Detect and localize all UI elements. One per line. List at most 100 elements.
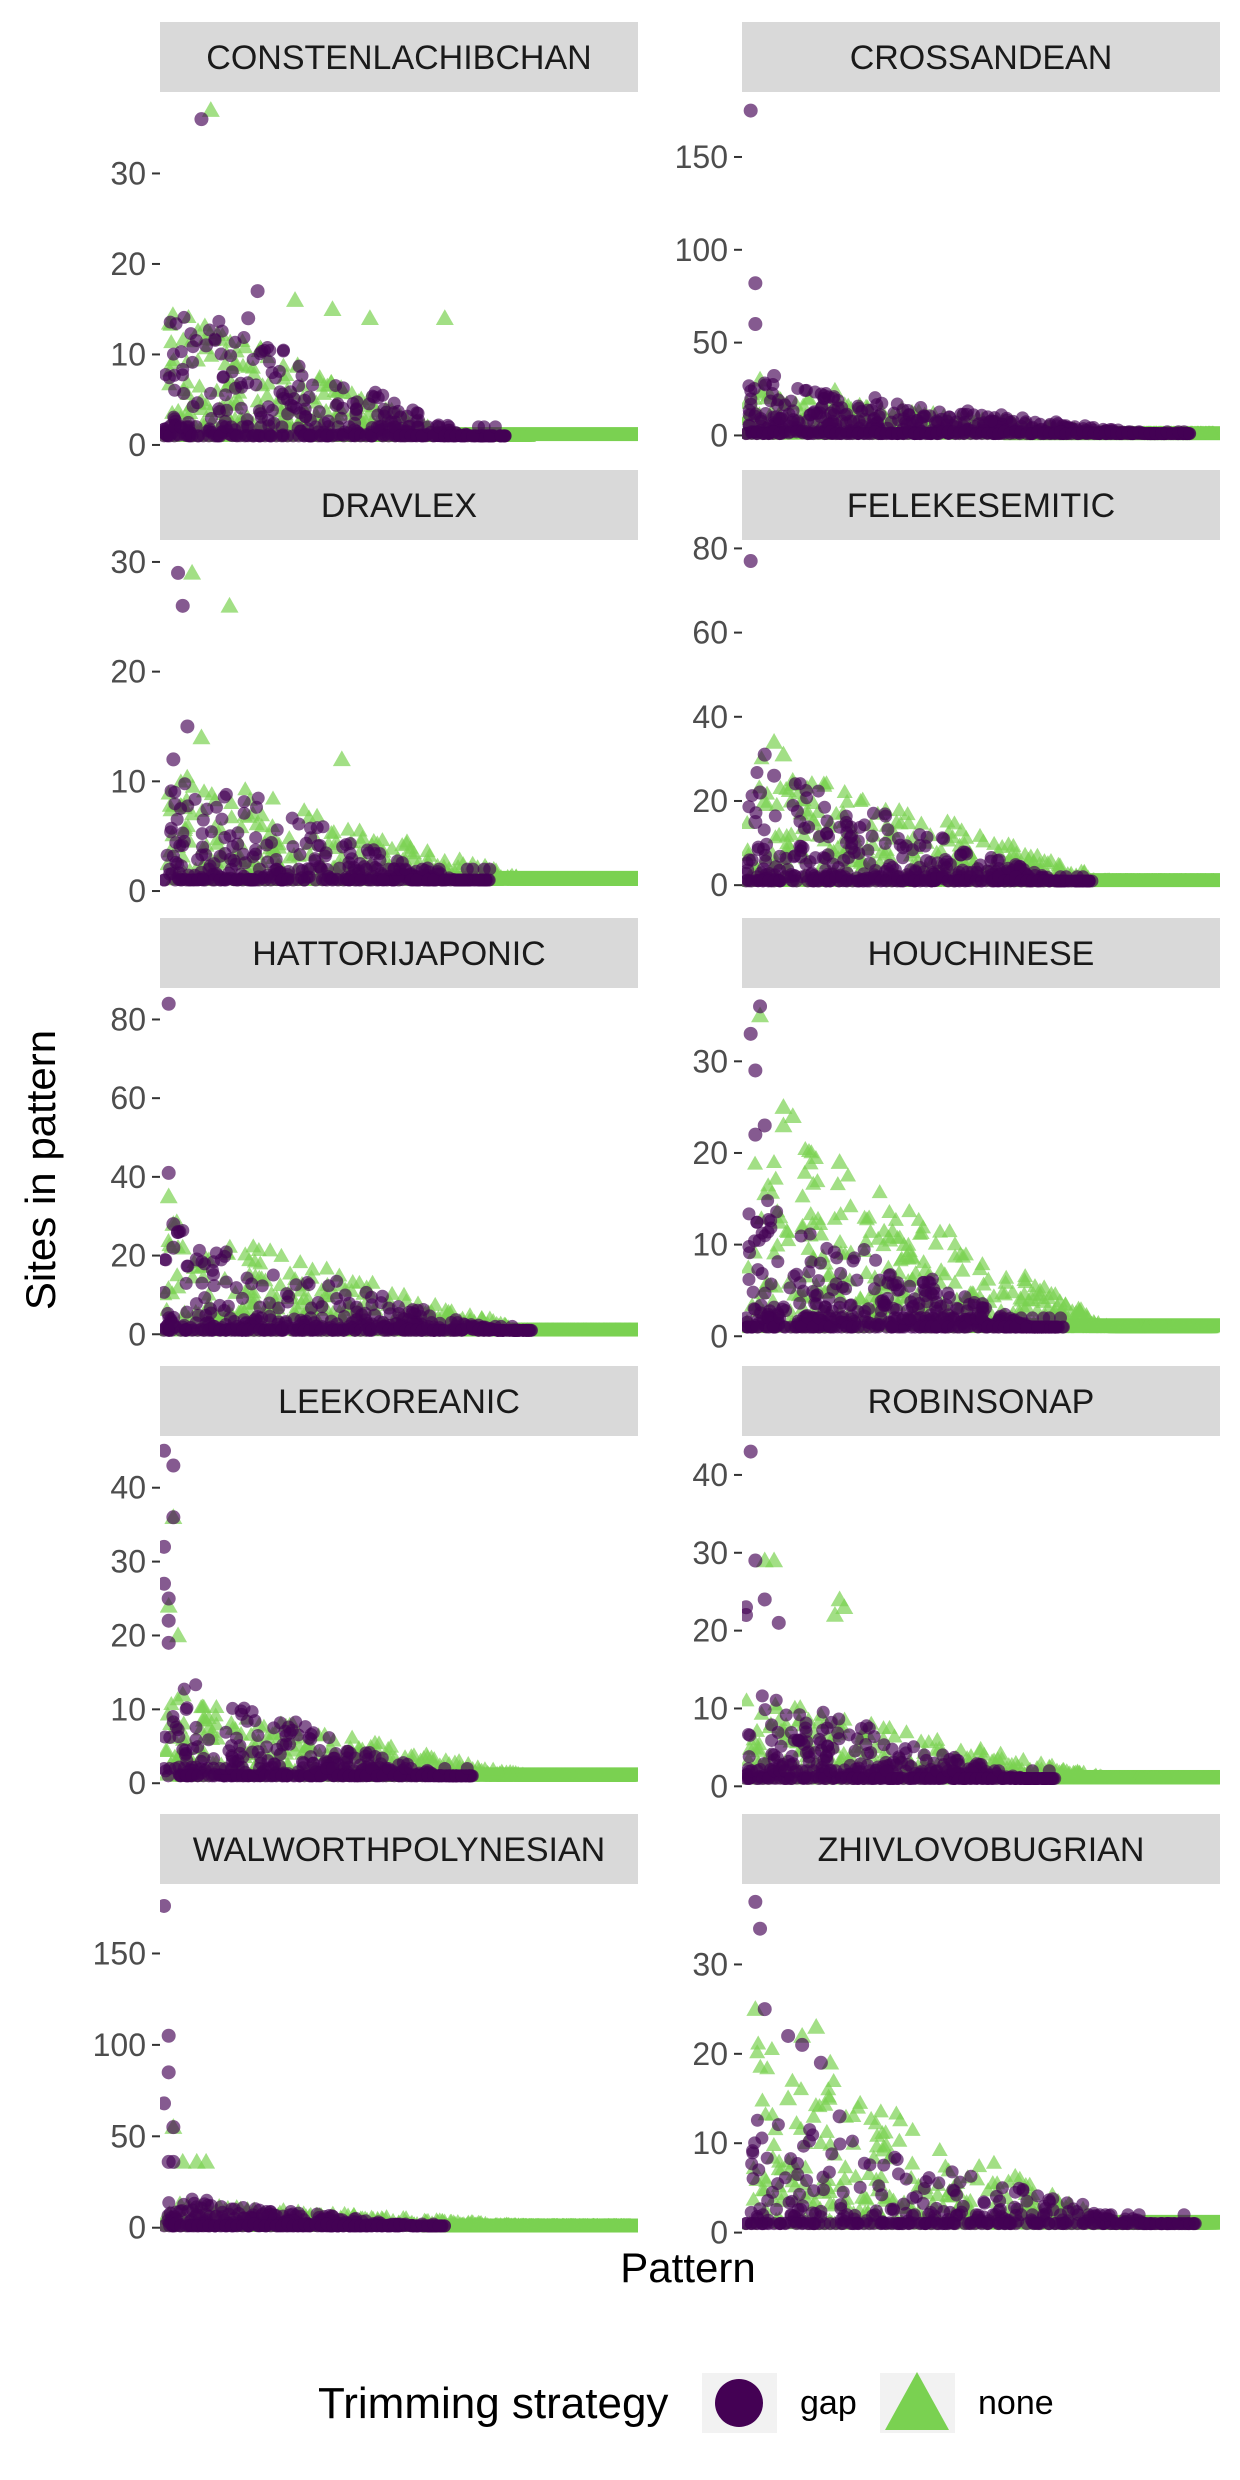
none-point [296, 802, 313, 817]
facet-strip-label: HATTORIJAPONIC [252, 935, 545, 973]
gap-point [196, 813, 210, 827]
gap-point [293, 848, 307, 862]
gap-point [914, 417, 928, 431]
gap-point [747, 381, 761, 395]
gap-point [266, 1268, 280, 1282]
gap-point [236, 1291, 250, 1305]
gap-point [285, 811, 299, 825]
gap-point [229, 1281, 243, 1295]
gap-baseline-point [398, 862, 412, 876]
gap-point [350, 395, 364, 409]
gap-baseline-point [427, 873, 441, 887]
y-tick-label: 0 [710, 417, 728, 453]
gap-point [770, 398, 784, 412]
y-tick-label: 50 [692, 325, 728, 361]
gap-point [219, 1275, 233, 1289]
gap-point [857, 818, 871, 832]
none-point [939, 813, 956, 828]
gap-outlier-point [194, 112, 209, 127]
none-point [170, 1279, 187, 1294]
y-tick-label: 0 [710, 867, 728, 903]
gap-baseline-point [309, 873, 323, 887]
gap-baseline-point [286, 873, 300, 887]
none-point [262, 1242, 279, 1257]
none-point [852, 792, 869, 807]
gap-point [742, 856, 754, 870]
gap-baseline-point [202, 862, 216, 876]
none-outlier-point [332, 750, 351, 767]
none-point [427, 1296, 444, 1311]
gap-point [238, 856, 252, 870]
none-point [325, 824, 342, 839]
none-point [394, 837, 411, 852]
none-point [818, 775, 835, 790]
y-tick-label: 60 [692, 615, 728, 651]
gap-point [264, 835, 278, 849]
gap-point [241, 376, 255, 390]
gap-point [878, 836, 892, 850]
none-point [196, 783, 213, 798]
gap-point [870, 398, 884, 412]
gap-point [251, 791, 265, 805]
none-point [292, 1254, 309, 1269]
none-point [899, 806, 916, 821]
none-outlier-point [160, 1187, 178, 1204]
gap-point [167, 410, 181, 424]
gap-point [166, 347, 180, 361]
gap-point [811, 784, 825, 798]
gap-point [831, 401, 845, 415]
gap-point [249, 831, 263, 845]
gap-point [177, 310, 191, 324]
gap-point [819, 826, 833, 840]
gap-point [283, 385, 297, 399]
gap-outlier-point [743, 554, 758, 569]
panel-points [742, 554, 1220, 888]
gap-baseline-point [354, 873, 368, 887]
gap-point [186, 340, 200, 354]
none-point [419, 843, 436, 858]
none-point [839, 793, 856, 808]
none-outlier-point [774, 745, 793, 762]
none-point [582, 1322, 599, 1337]
gap-point [160, 848, 174, 862]
none-point [891, 802, 908, 817]
gap-point [799, 783, 813, 797]
none-point [605, 872, 622, 887]
none-point [351, 822, 368, 837]
none-point [1204, 872, 1220, 887]
gap-point [786, 404, 800, 418]
gap-outlier-point [199, 338, 214, 353]
none-point [246, 1289, 263, 1304]
gap-point [212, 314, 226, 328]
gap-point [1049, 415, 1063, 429]
gap-point [935, 831, 949, 845]
gap-baseline-point [483, 862, 497, 876]
gap-point [744, 392, 758, 406]
gap-point [237, 330, 251, 344]
gap-point [794, 850, 808, 864]
gap-point [839, 809, 853, 823]
gap-point [226, 840, 240, 854]
none-outlier-point [220, 596, 239, 613]
gap-baseline-point [303, 862, 317, 876]
gap-baseline-point [314, 862, 328, 876]
facet-strip [742, 470, 1220, 540]
gap-point [360, 843, 374, 857]
none-point [193, 401, 210, 416]
none-point [836, 784, 853, 799]
gap-point [273, 385, 287, 399]
gap-point [228, 381, 242, 395]
gap-point [751, 842, 765, 856]
gap-point [866, 806, 880, 820]
gap-point [375, 1289, 389, 1303]
gap-point [330, 1274, 344, 1288]
gap-point [186, 400, 200, 414]
none-point [958, 829, 975, 844]
gap-point [262, 355, 276, 369]
none-point [169, 1267, 186, 1282]
none-point [1097, 872, 1114, 887]
facet-strip-label: CONSTENLACHIBCHAN [206, 39, 591, 77]
gap-baseline-point [219, 873, 233, 887]
gap-point [840, 818, 854, 832]
gap-point [329, 379, 343, 393]
